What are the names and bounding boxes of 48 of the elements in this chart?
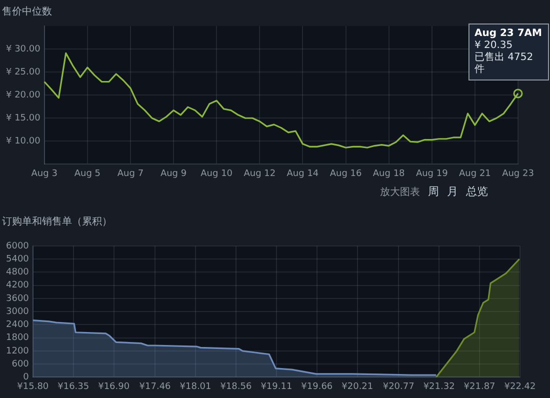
x-tick-label: ¥21.32 (423, 382, 455, 392)
x-tick-label: Aug 23 (502, 168, 534, 179)
x-tick-label: Aug 14 (286, 168, 319, 179)
x-tick-label: ¥15.80 (17, 382, 49, 392)
y-tick-label: 3600 (6, 294, 30, 304)
y-tick-label: 6000 (6, 241, 30, 252)
annotation: Aug 23 7AM ¥ 20.35 已售出 4752 件 (474, 28, 542, 76)
y-tick-label: 5400 (6, 254, 30, 264)
text: 放大图表 (380, 187, 420, 198)
x-tick-label: Aug 5 (74, 168, 100, 179)
x-tick-label: Aug 12 (244, 168, 276, 179)
x-tick-label: ¥21.87 (464, 382, 496, 392)
y-tick-label: ¥ 25.00 (6, 67, 41, 78)
y-tick-label: ¥ 30.00 (6, 44, 41, 54)
text: 总览 (466, 185, 488, 198)
text: 周 (428, 185, 439, 198)
chart-title: 订购单和销售单（累积） (2, 216, 112, 228)
y-tick-label: 0 (23, 372, 30, 383)
x-tick-label: Aug 3 (31, 168, 58, 179)
y-tick-label: 1800 (6, 333, 30, 344)
x-tick-label: Aug 16 (330, 168, 362, 179)
x-tick-label: ¥20.21 (342, 382, 374, 392)
x-tick-label: ¥19.66 (301, 382, 333, 392)
y-tick-label: ¥ 15.00 (6, 113, 41, 124)
y-tick-label: 600 (12, 359, 30, 370)
x-tick-label: Aug 18 (372, 168, 406, 179)
x-tick-label: Aug 19 (416, 168, 448, 179)
chart-title: 售价中位数 (2, 6, 52, 18)
y-tick-label: 4200 (6, 280, 30, 291)
x-tick-label: Aug 21 (458, 168, 491, 179)
y-tick-label: 1200 (6, 346, 30, 356)
y-tick-label: 2400 (6, 320, 30, 330)
x-tick-label: Aug 9 (160, 168, 187, 179)
y-tick-label: 4800 (6, 268, 30, 278)
x-tick-label: ¥19.11 (260, 382, 292, 392)
x-tick-label: Aug 7 (117, 168, 144, 179)
x-tick-label: ¥16.90 (98, 382, 130, 392)
x-tick-label: ¥20.77 (382, 382, 414, 392)
x-tick-label: Aug 10 (200, 168, 233, 179)
x-tick-label: ¥18.01 (180, 382, 212, 392)
y-tick-label: ¥ 10.00 (6, 136, 41, 147)
x-tick-label: ¥16.35 (58, 382, 90, 392)
text: 月 (447, 185, 458, 198)
y-tick-label: ¥ 20.00 (6, 90, 41, 100)
x-tick-label: ¥22.42 (504, 382, 536, 392)
y-tick-label: 3000 (6, 306, 30, 317)
x-tick-label: ¥17.46 (139, 382, 172, 392)
x-tick-label: ¥18.56 (220, 382, 252, 392)
